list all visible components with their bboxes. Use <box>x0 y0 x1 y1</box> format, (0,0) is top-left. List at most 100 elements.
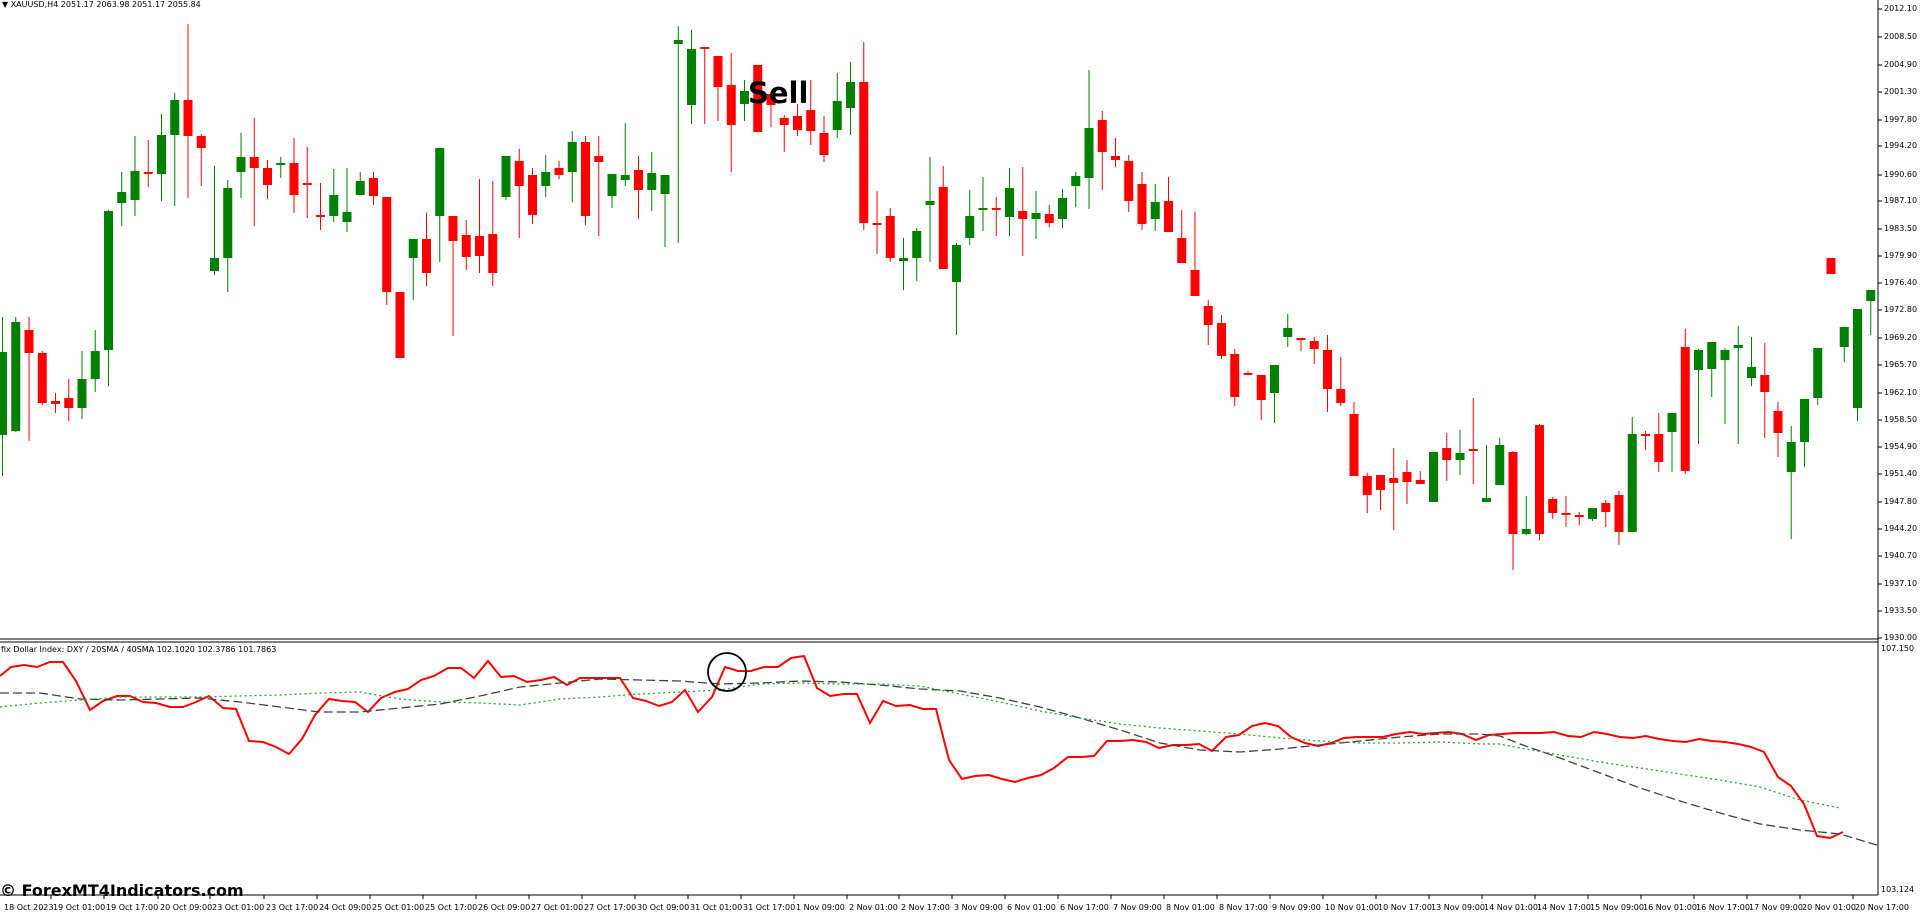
candle-body <box>1376 475 1385 490</box>
candle-body <box>899 258 908 261</box>
time-tick-label: 8 Nov 01:00 <box>1166 903 1215 912</box>
candle-body <box>1442 448 1452 460</box>
candle-body <box>607 174 617 196</box>
candle-body <box>408 239 418 258</box>
time-tick-label: 14 Nov 01:00 <box>1484 903 1538 912</box>
time-tick-label: 20 Oct 09:00 <box>160 903 213 912</box>
sell-annotation: Sell <box>748 76 809 110</box>
time-tick-label: 16 Nov 01:00 <box>1643 903 1697 912</box>
candle-body <box>475 236 484 256</box>
price-tick-label: 1944.20 <box>1884 524 1918 533</box>
candle-body <box>925 201 935 205</box>
candle-body <box>1468 449 1478 451</box>
candle-body <box>263 168 272 185</box>
candle-body <box>832 101 842 130</box>
price-tick-label: 2012.10 <box>1884 4 1918 13</box>
candle-body <box>1323 350 1332 389</box>
time-tick-label: 8 Nov 17:00 <box>1219 903 1268 912</box>
candle-body <box>554 168 564 175</box>
candle-body <box>1760 375 1770 392</box>
price-tick-label: 1997.80 <box>1884 115 1918 124</box>
candle-body <box>130 171 140 200</box>
time-tick-label: 16 Nov 17:00 <box>1696 903 1750 912</box>
price-tick-label: 1933.50 <box>1884 606 1918 615</box>
time-tick-label: 3 Nov 09:00 <box>954 903 1003 912</box>
time-tick-label: 30 Oct 09:00 <box>637 903 690 912</box>
time-tick-label: 24 Oct 09:00 <box>319 903 372 912</box>
candle-body <box>1124 161 1134 201</box>
candle-body <box>1296 338 1306 340</box>
candle-body <box>726 85 736 125</box>
time-tick-label: 13 Nov 09:00 <box>1431 903 1485 912</box>
candle-body <box>382 197 392 292</box>
candle-body <box>24 330 34 353</box>
time-tick-label: 23 Oct 01:00 <box>212 903 265 912</box>
candle-body <box>329 195 339 216</box>
candle-body <box>1773 411 1783 433</box>
candle-body <box>461 235 471 257</box>
candle-body <box>1654 434 1664 462</box>
candle-body <box>37 353 47 403</box>
price-tick-label: 1937.10 <box>1884 579 1918 588</box>
candle-body <box>1071 176 1081 186</box>
candle-body <box>952 245 961 282</box>
candle-body <box>1217 323 1226 356</box>
candle-body <box>1839 327 1849 347</box>
candle-body <box>435 148 445 216</box>
candle-body <box>196 136 206 148</box>
candle-body <box>1150 202 1160 219</box>
dropdown-triangle-icon[interactable]: ▼ <box>2 0 9 9</box>
time-tick-label: 2 Nov 17:00 <box>901 903 950 912</box>
time-tick-label: 17 Nov 09:00 <box>1749 903 1803 912</box>
candle-body <box>885 216 895 258</box>
candle-body <box>11 322 21 431</box>
candle-body <box>1667 413 1677 432</box>
time-tick-label: 18 Oct 2023 <box>4 903 54 912</box>
candle-body <box>249 157 259 168</box>
time-tick-label: 1 Nov 09:00 <box>796 903 845 912</box>
candle-body <box>276 163 286 165</box>
candle-body <box>819 133 829 155</box>
time-tick-label: 6 Nov 17:00 <box>1060 903 1109 912</box>
candle-body <box>422 239 431 273</box>
candle-body <box>1786 442 1796 472</box>
time-tick-label: 26 Oct 09:00 <box>478 903 531 912</box>
candle-body <box>965 216 975 238</box>
candle-body <box>395 292 405 358</box>
price-tick-label: 2008.50 <box>1884 32 1918 41</box>
price-tick-label: 1990.60 <box>1884 170 1918 179</box>
candle-body <box>581 142 590 216</box>
price-tick-label: 1965.70 <box>1884 360 1918 369</box>
candle-body <box>1813 348 1823 398</box>
price-tick-label: 1954.90 <box>1884 442 1918 451</box>
symbol-header: ▼ XAUUSD,H4 2051.17 2063.98 2051.17 2055… <box>2 0 201 9</box>
candle-body <box>1177 238 1187 263</box>
crossover-circle-annotation <box>707 652 747 692</box>
candle-body <box>1627 434 1637 532</box>
candle-body <box>342 212 352 222</box>
candle-body <box>1111 156 1120 160</box>
candle-body <box>1349 414 1359 476</box>
candle-body <box>1641 434 1650 436</box>
candle-body <box>302 183 312 185</box>
candle-body <box>1508 452 1518 534</box>
candle-body <box>687 49 696 105</box>
candle-body <box>64 398 74 408</box>
candle-body <box>0 352 7 435</box>
candle-body <box>143 172 153 174</box>
candle-body <box>514 161 524 186</box>
candle-body <box>1747 367 1756 378</box>
candle-body <box>1800 399 1809 442</box>
price-tick-label: 1979.90 <box>1884 251 1918 260</box>
time-tick-label: 19 Oct 01:00 <box>53 903 106 912</box>
time-tick-label: 9 Nov 09:00 <box>1272 903 1321 912</box>
candle-body <box>1230 354 1240 397</box>
candle-body <box>1707 342 1717 369</box>
candle-body <box>1495 445 1505 485</box>
indicator-line-20sma <box>0 678 1881 847</box>
candle-body <box>1031 213 1041 219</box>
price-tick-label: 1951.40 <box>1884 469 1918 478</box>
candle-body <box>594 156 604 162</box>
